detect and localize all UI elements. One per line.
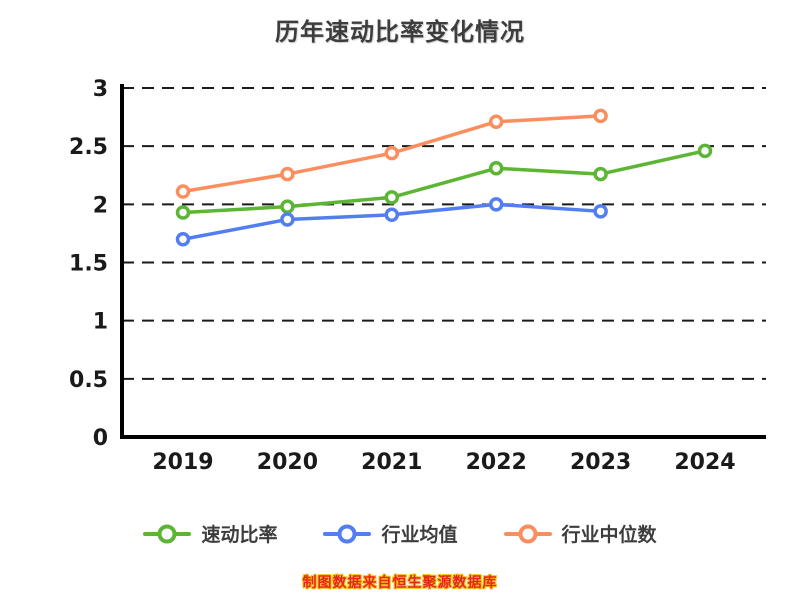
svg-text:2020: 2020 [257,450,318,475]
svg-text:0: 0 [93,426,108,451]
legend-dot-icon [337,524,357,543]
svg-text:2.5: 2.5 [69,135,108,160]
svg-text:2024: 2024 [674,450,735,475]
svg-text:3: 3 [93,77,108,102]
chart-legend: 速动比率 行业均值 行业中位数 [0,520,800,547]
legend-item-industry-median: 行业中位数 [503,520,657,547]
legend-label-quick-ratio: 速动比率 [201,524,278,546]
line-chart-plot-area: 0 0.5 1 1.5 2 2.5 3 2019 2020 2021 2022 2023 2024 [69,77,766,475]
legend-label-industry-median: 行业中位数 [561,524,657,546]
svg-text:1: 1 [93,310,108,335]
svg-text:2022: 2022 [466,450,527,475]
svg-text:2023: 2023 [570,450,631,475]
svg-text:0.5: 0.5 [69,368,108,393]
svg-text:2: 2 [93,193,108,218]
legend-item-quick-ratio: 速动比率 [143,520,277,547]
legend-marker-industry-average-icon [323,524,372,543]
legend-marker-industry-median-icon [503,524,552,543]
legend-marker-quick-ratio-icon [143,524,192,543]
legend-label-industry-average: 行业均值 [381,524,458,546]
legend-dot-icon [518,524,537,543]
legend-dot-icon [157,524,177,543]
svg-text:2019: 2019 [152,450,213,475]
legend-item-industry-average: 行业均值 [323,520,458,547]
data-source-note: 制图数据来自恒生聚源数据库 [302,575,498,591]
chart-title: 历年速动比率变化情况 [275,18,525,46]
svg-text:2021: 2021 [361,450,422,475]
svg-text:1.5: 1.5 [69,252,108,277]
